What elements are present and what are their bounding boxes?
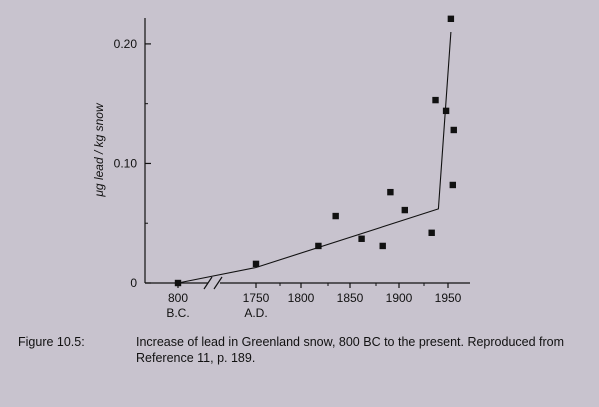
data-points	[174, 15, 457, 287]
chart-labels: μg lead / kg snow B.C. A.D.	[92, 102, 268, 320]
data-point	[447, 15, 455, 23]
data-point	[428, 229, 435, 236]
era-label-ad: A.D.	[244, 306, 267, 320]
data-point	[442, 107, 450, 115]
caption-text: Increase of lead in Greenland snow, 800 …	[136, 335, 565, 365]
data-point	[387, 188, 394, 196]
data-point	[315, 242, 322, 250]
y-tick-label: 0.10	[114, 156, 138, 170]
data-point	[332, 212, 339, 220]
data-point	[432, 96, 439, 104]
x-tick-label: 1950	[435, 291, 462, 305]
caption-label: Figure 10.5:	[18, 335, 85, 349]
data-point	[252, 260, 260, 268]
x-tick-label: 800	[168, 291, 188, 305]
x-tick-label: 1850	[337, 291, 364, 305]
trend-line	[177, 31, 452, 284]
data-point	[379, 242, 386, 250]
y-tick-label: 0.20	[114, 37, 138, 51]
data-point	[449, 181, 456, 189]
x-tick-label: 1750	[243, 291, 270, 305]
data-point	[358, 235, 365, 242]
x-tick-label: 1800	[288, 291, 315, 305]
data-point	[401, 206, 408, 214]
y-tick-label: 0	[130, 276, 137, 290]
era-label-bc: B.C.	[166, 306, 189, 320]
axis-break-mark	[203, 276, 223, 290]
chart-axes	[144, 18, 470, 290]
data-point	[174, 279, 182, 287]
x-tick-label: 1900	[386, 291, 413, 305]
chart-ticks: 0 0.10 0.20 800 1750 1800 1850 1900 1950	[114, 37, 462, 305]
data-point	[450, 126, 457, 134]
trend-line-path	[177, 31, 452, 284]
y-axis-label: μg lead / kg snow	[92, 102, 106, 198]
